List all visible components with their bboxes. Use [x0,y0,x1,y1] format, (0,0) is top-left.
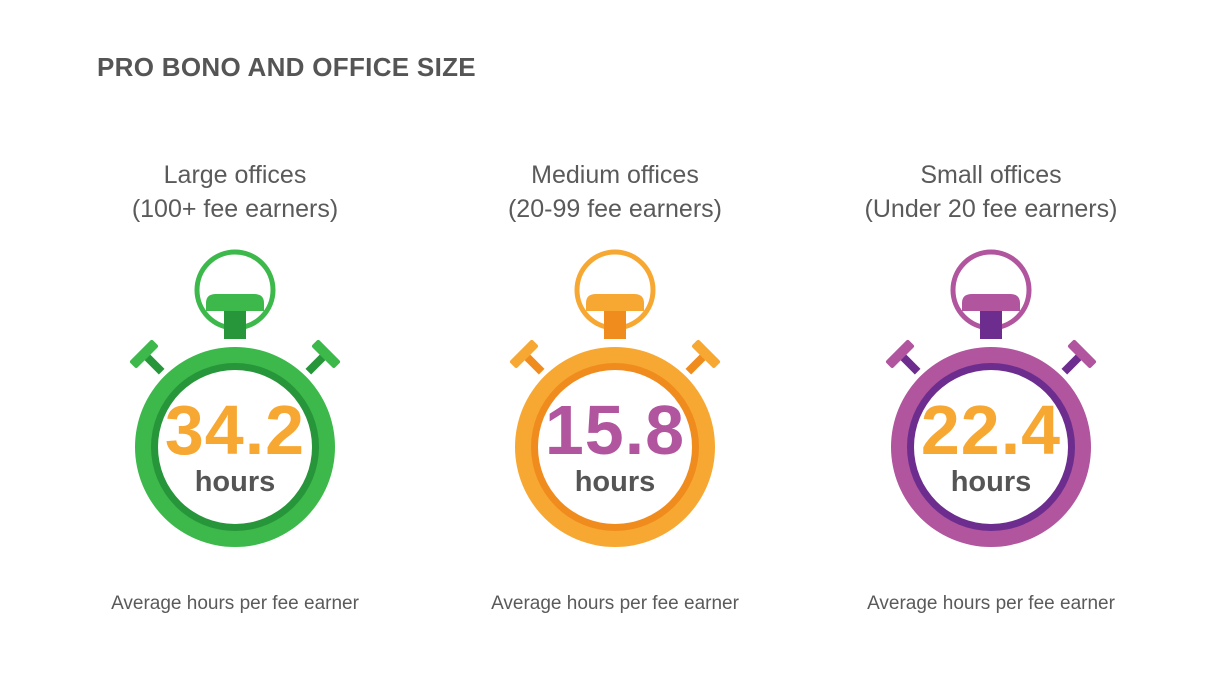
panel-large-offices: Large offices (100+ fee earners) 34.2 ho… [45,0,425,682]
panel-heading-line2: (Under 20 fee earners) [864,195,1118,223]
panel-heading-line1: Medium offices [531,161,699,189]
page-title: PRO BONO AND OFFICE SIZE [97,52,476,82]
stat-value: 15.8 [544,391,686,469]
panel-heading-line2: (20-99 fee earners) [507,195,722,223]
stat-value: 34.2 [164,391,306,469]
panel-heading: Large offices (100+ fee earners) [45,158,425,226]
panel-heading: Small offices (Under 20 fee earners) [801,158,1181,226]
panel-heading-line2: (100+ fee earners) [131,195,339,223]
stat-unit: hours [194,466,276,498]
stat-unit: hours [950,466,1032,498]
stopwatch-icon [876,245,1106,565]
panel-caption: Average hours per fee earner [491,593,739,614]
panel-small-offices: Small offices (Under 20 fee earners) 22.… [801,0,1181,682]
panel-heading-line1: Large offices [163,161,307,189]
stat-value: 22.4 [920,391,1062,469]
panel-caption: Average hours per fee earner [111,593,359,614]
stopwatch-icon [500,245,730,565]
panel-caption: Average hours per fee earner [867,593,1115,614]
panel-heading: Medium offices (20-99 fee earners) [425,158,805,226]
panel-medium-offices: Medium offices (20-99 fee earners) 15.8 … [425,0,805,682]
stat-unit: hours [574,466,656,498]
panel-heading-line1: Small offices [920,161,1062,189]
stopwatch-icon [120,245,350,565]
